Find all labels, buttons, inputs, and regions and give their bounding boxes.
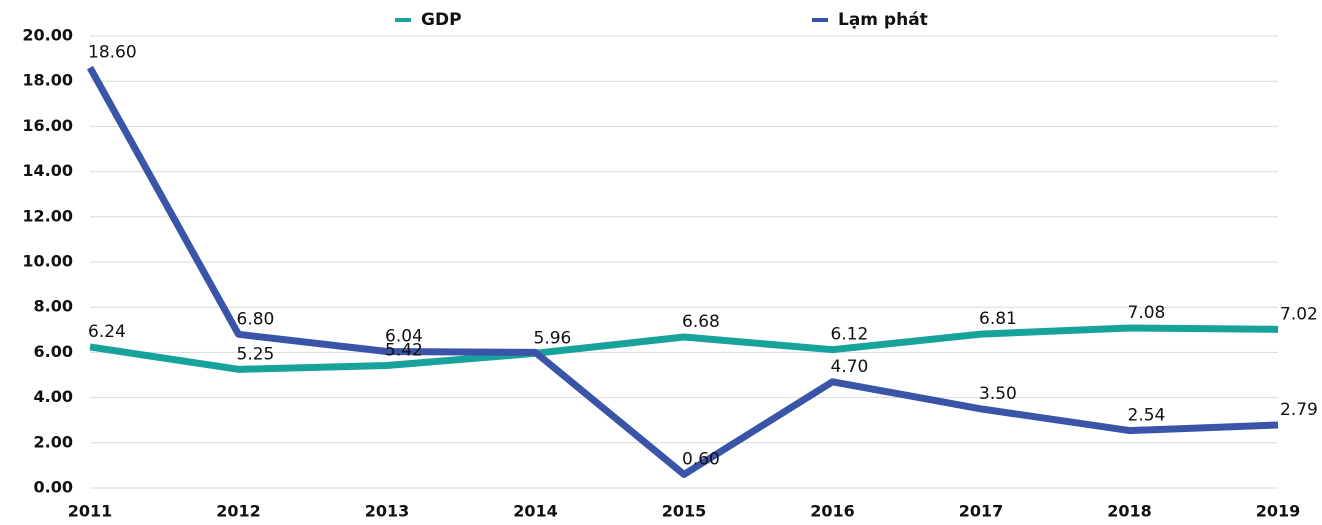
y-tick-label: 2.00 [34, 432, 73, 451]
x-tick-label: 2018 [1107, 502, 1152, 521]
series-line [89, 324, 1279, 373]
data-label: 5.96 [534, 328, 572, 348]
x-tick-label: 2017 [959, 502, 1004, 521]
data-label: 5.42 [385, 341, 423, 361]
y-tick-label: 16.00 [22, 116, 73, 135]
y-tick-label: 20.00 [22, 26, 73, 45]
data-label: 6.80 [237, 309, 275, 329]
y-tick-label: 6.00 [34, 342, 73, 361]
x-tick-label: 2011 [68, 502, 113, 521]
x-tick-label: 2012 [216, 502, 261, 521]
data-label: 2.54 [1128, 406, 1166, 426]
data-label: 3.50 [979, 384, 1017, 404]
x-tick-label: 2016 [810, 502, 855, 521]
x-tick-label: 2014 [513, 502, 558, 521]
legend-label: Lạm phát [838, 10, 928, 30]
x-tick-label: 2015 [662, 502, 707, 521]
data-label: 0.60 [682, 449, 720, 469]
data-label: 7.02 [1280, 304, 1318, 324]
legend-label: GDP [421, 10, 462, 30]
y-tick-label: 8.00 [34, 297, 73, 316]
data-label: 6.68 [682, 312, 720, 332]
y-tick-label: 14.00 [22, 161, 73, 180]
data-label: 6.24 [88, 322, 126, 342]
x-tick-label: 2013 [365, 502, 410, 521]
data-label: 5.25 [237, 344, 275, 364]
y-tick-label: 10.00 [22, 252, 73, 271]
y-tick-label: 0.00 [34, 478, 73, 497]
data-label: 2.79 [1280, 400, 1318, 420]
y-tick-label: 18.00 [22, 71, 73, 90]
data-label: 6.12 [831, 325, 869, 345]
series-line [86, 65, 1279, 478]
x-tick-label: 2019 [1256, 502, 1301, 521]
data-label: 7.08 [1128, 303, 1166, 323]
data-label: 18.60 [88, 43, 137, 63]
data-label: 6.81 [979, 309, 1017, 329]
y-tick-label: 12.00 [22, 206, 73, 225]
data-label: 4.70 [831, 357, 869, 377]
y-tick-label: 4.00 [34, 387, 73, 406]
data-label: 6.04 [385, 326, 423, 346]
